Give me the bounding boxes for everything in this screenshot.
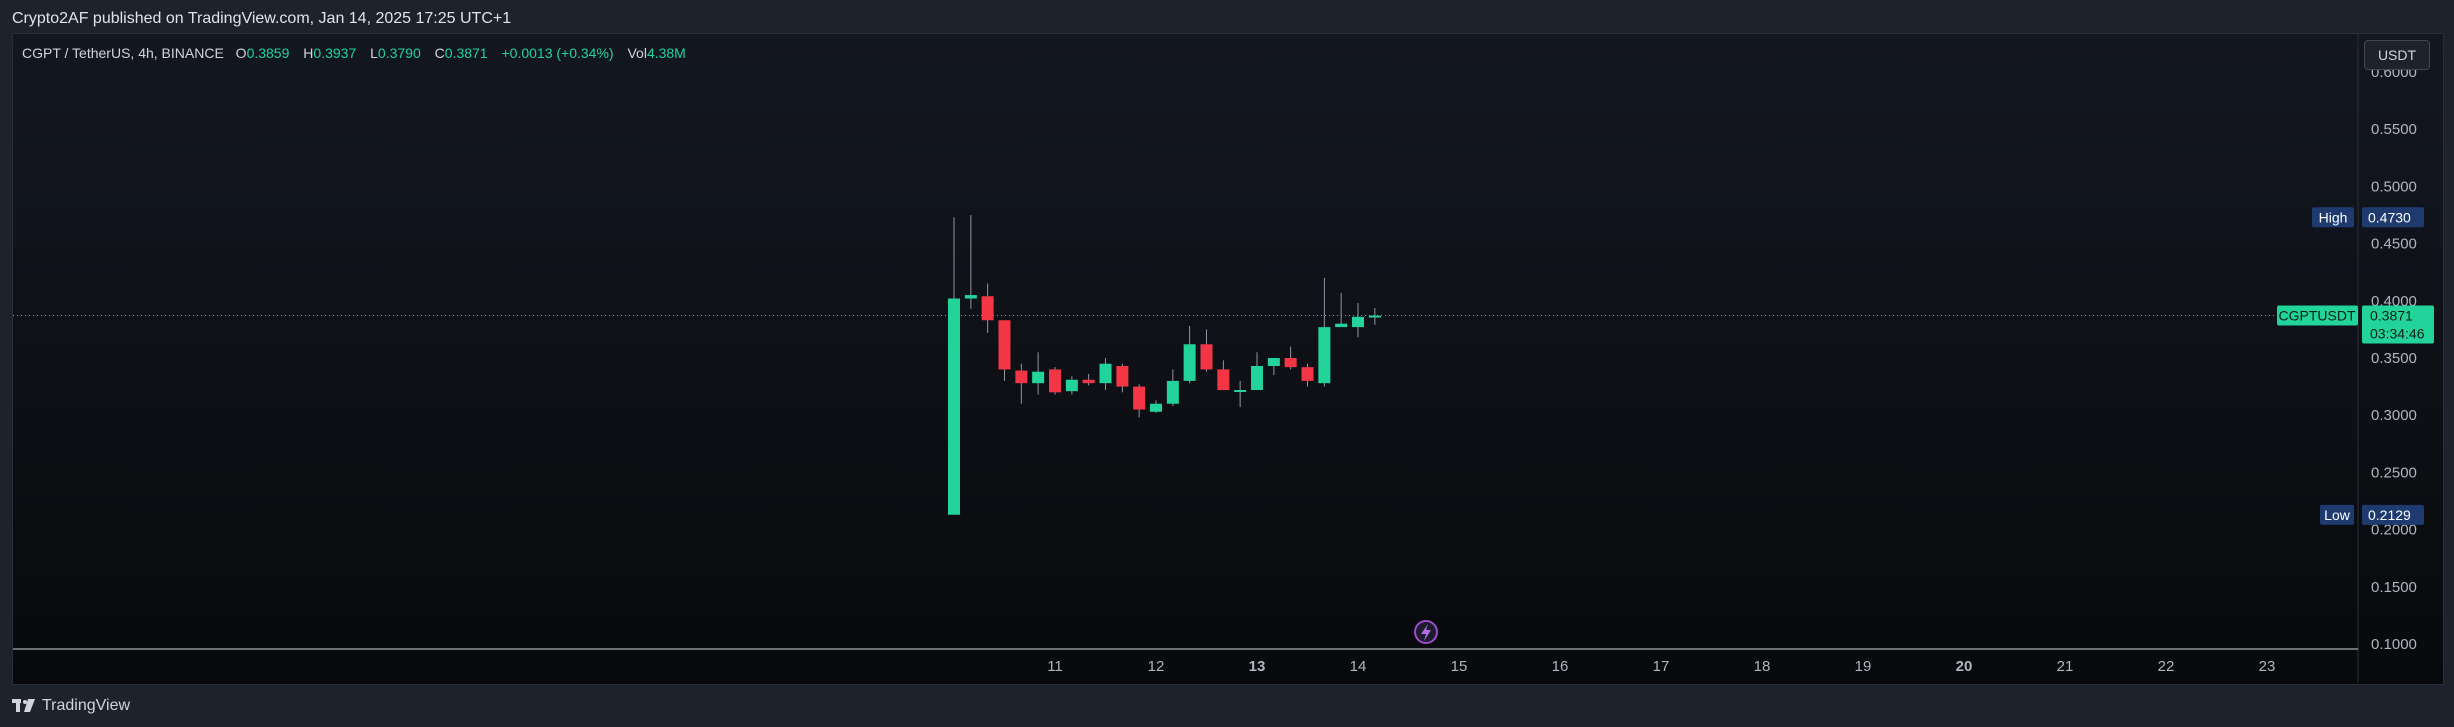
legend-close-value: 0.3871 (444, 45, 488, 61)
time-tick-label: 18 (1754, 658, 1771, 675)
candle-body (964, 295, 977, 299)
time-tick-label: 17 (1653, 658, 1670, 675)
time-tick-label: 20 (1956, 658, 1973, 675)
candle-body (1217, 369, 1230, 391)
price-tick-label: 0.5500 (2371, 121, 2417, 138)
candle-body (1133, 386, 1146, 410)
candle-body (1335, 323, 1348, 328)
candle-body (1099, 363, 1112, 384)
price-tick-label: 0.3500 (2371, 350, 2417, 367)
time-tick-label: 19 (1855, 658, 1872, 675)
legend-low-label: L (370, 45, 378, 61)
price-axis[interactable]: 0.60000.55000.50000.45000.40000.35000.30… (2371, 64, 2417, 653)
last-price-countdown: 03:34:46 (2370, 326, 2425, 342)
time-tick-label: 13 (1249, 658, 1266, 675)
legend-open-value: 0.3859 (246, 45, 290, 61)
candle-body (998, 320, 1011, 370)
chart-legend: CGPT / TetherUS, 4h, BINANCE O0.3859 H0.… (22, 45, 696, 61)
price-tick-label: 0.5000 (2371, 178, 2417, 195)
low-marker: Low 0.2129 (2320, 504, 2424, 525)
time-tick-label: 21 (2057, 658, 2074, 675)
candle-body (1251, 366, 1263, 391)
currency-button[interactable]: USDT (2364, 40, 2430, 70)
price-tick-label: 0.4000 (2371, 293, 2417, 310)
candle-body (1150, 403, 1162, 412)
candle-body (1284, 358, 1297, 368)
candle-body (1352, 316, 1364, 328)
candle-body (1116, 366, 1129, 387)
last-price-value: 0.3871 (2370, 308, 2413, 324)
time-tick-label: 15 (1451, 658, 1468, 675)
candle-body (1015, 370, 1028, 384)
legend-high-label: H (303, 45, 314, 61)
candle-body (981, 296, 994, 321)
legend-high-value: 0.3937 (313, 45, 357, 61)
price-tick-label: 0.2000 (2371, 522, 2417, 539)
candle-body (948, 298, 960, 515)
time-tick-label: 12 (1148, 658, 1165, 675)
time-tick-label: 16 (1552, 658, 1569, 675)
chart-frame[interactable] (12, 33, 2444, 685)
candle-body (1368, 315, 1381, 318)
last-price-marker: CGPTUSDT 0.3871 03:34:46 (2277, 305, 2434, 344)
low-marker-label: Low (2324, 507, 2351, 523)
flash-icon[interactable] (1414, 620, 1438, 644)
candle-body (1065, 379, 1078, 392)
legend-symbol[interactable]: CGPT / TetherUS, 4h, BINANCE (22, 45, 224, 61)
candle-body (1166, 380, 1179, 404)
candle-body (1267, 358, 1280, 367)
candle-body (1200, 344, 1213, 370)
published-info: Crypto2AF published on TradingView.com, … (12, 10, 512, 27)
candle-body (1318, 327, 1331, 384)
footer: TradingView (12, 697, 130, 715)
time-axis[interactable]: 11 12 13 14 15 16 17 18 19 20 21 22 23 (1047, 658, 2275, 675)
legend-volume-label: Vol (627, 45, 647, 61)
time-tick-label: 14 (1350, 658, 1367, 675)
legend-close-label: C (434, 45, 445, 61)
price-markers: High 0.4730 Low 0.2129 CGPTUSDT 0.3871 03:34:4… (2277, 207, 2434, 525)
legend-change: +0.0013 (+0.34%) (501, 45, 614, 61)
price-tick-label: 0.2500 (2371, 464, 2417, 481)
legend-open-label: O (235, 45, 247, 61)
price-tick-label: 0.3000 (2371, 407, 2417, 424)
last-price-symbol: CGPTUSDT (2279, 308, 2356, 324)
legend-low-value: 0.3790 (377, 45, 421, 61)
tradingview-logo-icon (12, 699, 35, 712)
legend-volume-value: 4.38M (646, 45, 686, 61)
high-marker: High 0.4730 (2312, 207, 2424, 228)
price-tick-label: 0.1000 (2371, 636, 2417, 653)
price-tick-label: 0.1500 (2371, 579, 2417, 596)
footer-brand: TradingView (42, 697, 131, 714)
candles (948, 215, 1381, 515)
candle-body (1183, 344, 1196, 381)
candle-body (1032, 371, 1045, 384)
time-tick-label: 23 (2259, 658, 2276, 675)
candle-body (1049, 369, 1061, 393)
price-tick-label: 0.4500 (2371, 236, 2417, 253)
candle-body (1082, 379, 1095, 384)
candle-body (1234, 390, 1247, 393)
high-marker-value: 0.4730 (2368, 209, 2411, 225)
high-marker-label: High (2319, 209, 2348, 225)
time-tick-label: 22 (2158, 658, 2175, 675)
low-marker-value: 0.2129 (2368, 507, 2411, 523)
time-tick-label: 11 (1047, 658, 1063, 675)
candle-body (1301, 367, 1314, 381)
top-bar: Crypto2AF published on TradingView.com, … (0, 0, 2454, 36)
